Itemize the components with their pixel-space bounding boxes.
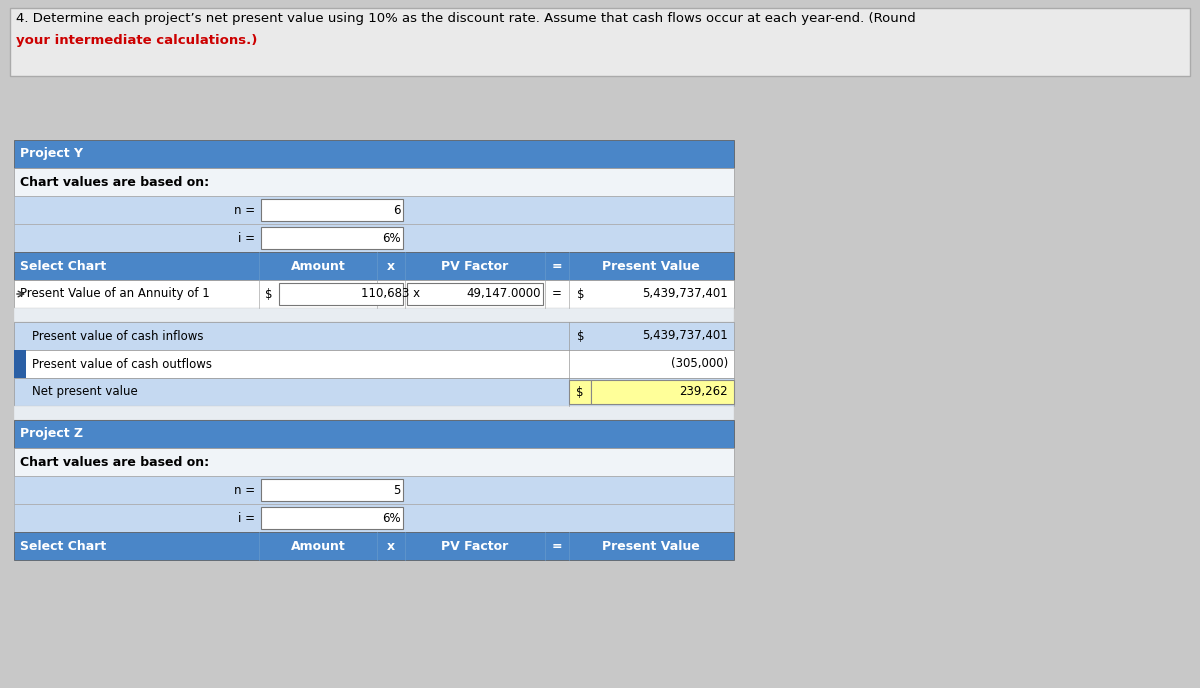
Bar bbox=[14, 252, 734, 280]
Bar bbox=[14, 140, 734, 168]
Bar bbox=[14, 308, 734, 322]
Text: 6: 6 bbox=[394, 204, 401, 217]
Text: 6%: 6% bbox=[383, 231, 401, 244]
Text: Present value of cash outflows: Present value of cash outflows bbox=[32, 358, 212, 371]
Bar bbox=[407, 283, 542, 305]
Bar bbox=[262, 227, 403, 249]
Text: n =: n = bbox=[234, 204, 256, 217]
Bar bbox=[14, 196, 734, 224]
Bar bbox=[569, 380, 592, 404]
Bar bbox=[262, 507, 403, 529]
Text: =: = bbox=[552, 539, 563, 552]
Bar bbox=[14, 350, 26, 378]
Text: 6%: 6% bbox=[383, 511, 401, 524]
Bar bbox=[14, 280, 734, 308]
Text: PV Factor: PV Factor bbox=[442, 259, 509, 272]
Bar bbox=[14, 406, 734, 420]
Text: Net present value: Net present value bbox=[32, 385, 138, 398]
Text: =: = bbox=[552, 259, 563, 272]
Text: 239,262: 239,262 bbox=[679, 385, 728, 398]
Text: $: $ bbox=[577, 288, 584, 301]
Text: i =: i = bbox=[238, 511, 256, 524]
Text: i =: i = bbox=[238, 231, 256, 244]
Text: Select Chart: Select Chart bbox=[20, 259, 107, 272]
Bar bbox=[262, 479, 403, 501]
Bar bbox=[14, 224, 734, 252]
Bar bbox=[14, 504, 734, 532]
Bar bbox=[14, 476, 734, 504]
Text: Present Value: Present Value bbox=[602, 539, 700, 552]
Text: Present value of cash inflows: Present value of cash inflows bbox=[32, 330, 204, 343]
Text: 49,147.0000: 49,147.0000 bbox=[467, 288, 541, 301]
Text: $: $ bbox=[265, 288, 272, 301]
Text: (305,000): (305,000) bbox=[671, 358, 728, 371]
Text: Present Value of an Annuity of 1: Present Value of an Annuity of 1 bbox=[20, 288, 210, 301]
Bar bbox=[278, 283, 403, 305]
Bar bbox=[592, 380, 734, 404]
Text: n =: n = bbox=[234, 484, 256, 497]
Bar bbox=[14, 322, 734, 350]
Text: Chart values are based on:: Chart values are based on: bbox=[20, 455, 209, 469]
Bar bbox=[14, 532, 734, 560]
Bar bbox=[10, 8, 1190, 76]
Text: Amount: Amount bbox=[290, 259, 346, 272]
Text: Chart values are based on:: Chart values are based on: bbox=[20, 175, 209, 189]
Text: $: $ bbox=[577, 330, 584, 343]
Text: 4. Determine each project’s net present value using 10% as the discount rate. As: 4. Determine each project’s net present … bbox=[16, 12, 916, 25]
Text: Project Z: Project Z bbox=[20, 427, 83, 440]
Text: 5: 5 bbox=[394, 484, 401, 497]
Text: x: x bbox=[386, 259, 395, 272]
Text: 5,439,737,401: 5,439,737,401 bbox=[642, 330, 728, 343]
Bar bbox=[14, 420, 734, 448]
Text: PV Factor: PV Factor bbox=[442, 539, 509, 552]
Bar bbox=[14, 448, 734, 476]
Bar bbox=[262, 199, 403, 221]
Text: Present Value: Present Value bbox=[602, 259, 700, 272]
Text: Select Chart: Select Chart bbox=[20, 539, 107, 552]
Text: x: x bbox=[386, 539, 395, 552]
Bar bbox=[14, 378, 734, 406]
Text: your intermediate calculations.): your intermediate calculations.) bbox=[16, 34, 257, 47]
Text: =: = bbox=[552, 288, 562, 301]
Text: Project Y: Project Y bbox=[20, 147, 83, 160]
Text: 5,439,737,401: 5,439,737,401 bbox=[642, 288, 728, 301]
Text: 110,683 x: 110,683 x bbox=[361, 288, 420, 301]
Bar bbox=[14, 168, 734, 196]
Text: Amount: Amount bbox=[290, 539, 346, 552]
Text: $: $ bbox=[576, 385, 583, 398]
Bar bbox=[14, 350, 734, 378]
